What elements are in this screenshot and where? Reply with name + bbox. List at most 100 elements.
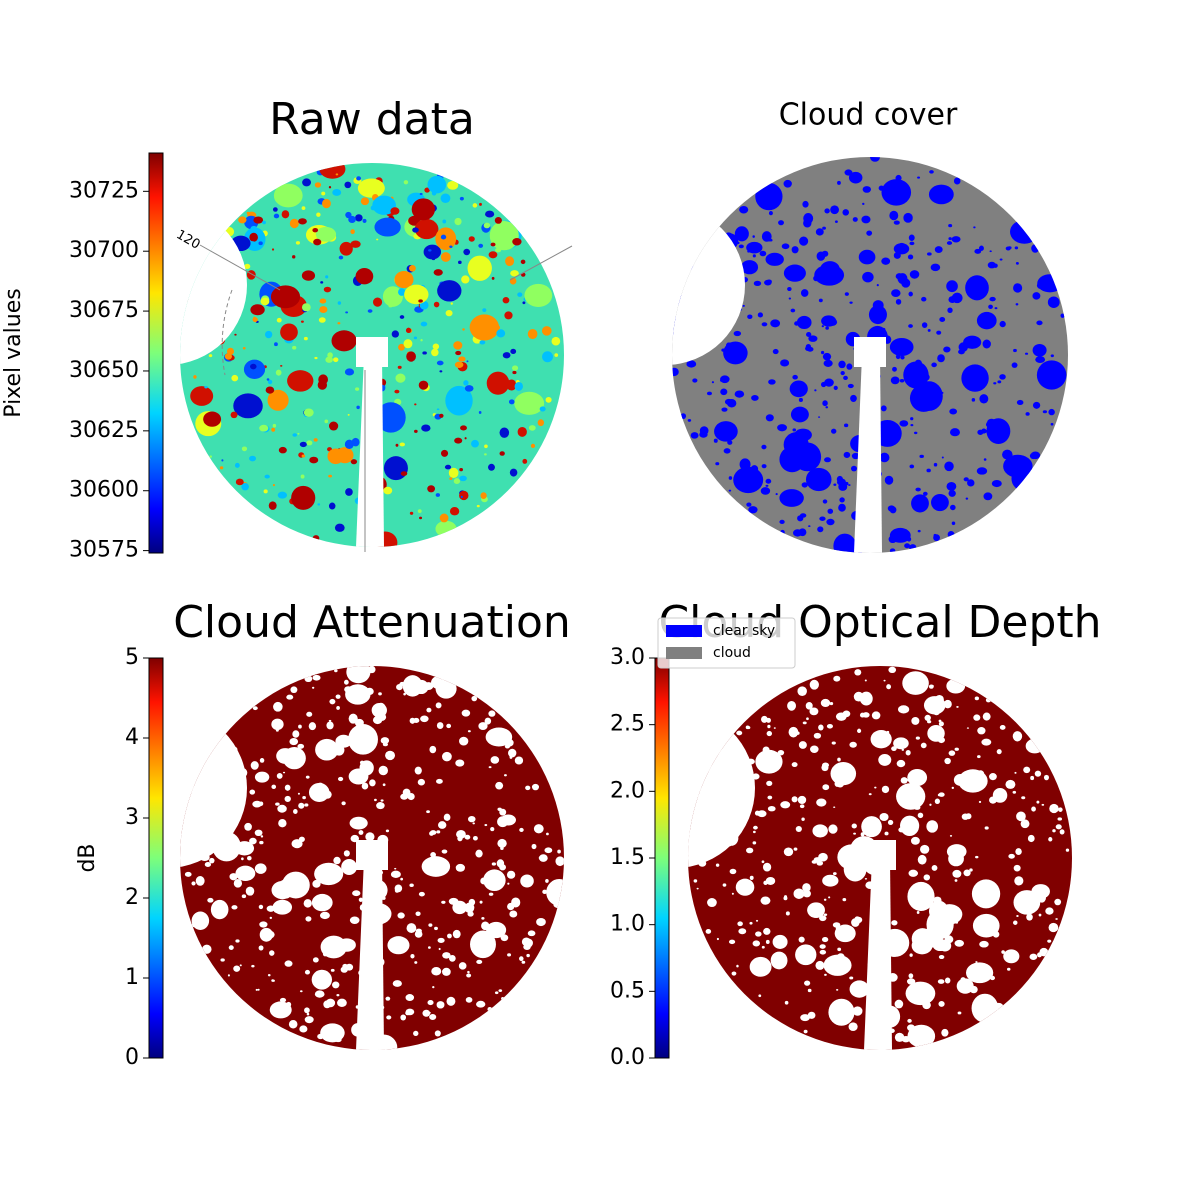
image-blob [913, 431, 918, 435]
image-blob [400, 1014, 407, 1021]
image-blob [507, 902, 515, 911]
image-blob [546, 879, 564, 906]
image-blob [767, 805, 776, 812]
image-blob [257, 988, 260, 991]
image-blob [273, 213, 280, 219]
image-blob [476, 1000, 486, 1008]
image-blob [465, 997, 473, 1003]
image-blob [803, 1029, 808, 1034]
image-blob [336, 746, 341, 750]
image-blob [383, 742, 389, 747]
image-blob [1060, 313, 1065, 318]
image-blob [524, 283, 553, 307]
image-blob [539, 406, 546, 412]
image-blob [890, 376, 900, 385]
image-blob [1055, 824, 1062, 830]
image-blob [798, 397, 803, 403]
image-blob [267, 379, 273, 385]
image-blob [938, 955, 945, 960]
image-blob [325, 356, 333, 363]
image-blob [991, 479, 1002, 488]
image-blob [491, 862, 497, 866]
image-blob [336, 705, 340, 710]
image-blob [339, 241, 353, 256]
image-blob [289, 218, 299, 229]
image-blob [1015, 848, 1022, 856]
image-blob [791, 796, 798, 803]
image-blob [1049, 926, 1057, 932]
image-blob [301, 454, 306, 458]
image-blob [825, 326, 829, 330]
image-blob [483, 222, 491, 229]
image-blob [519, 956, 524, 962]
image-blob [839, 497, 845, 503]
image-blob [522, 458, 528, 464]
image-blob [944, 757, 951, 765]
image-blob [269, 916, 273, 920]
image-blob [799, 804, 805, 809]
image-blob [260, 835, 264, 838]
image-blob [514, 756, 524, 765]
image-blob [1031, 244, 1040, 253]
image-blob [828, 998, 855, 1026]
image-blob [231, 905, 238, 910]
image-blob [1030, 775, 1035, 781]
image-blob [915, 487, 921, 492]
image-blob [893, 737, 909, 750]
image-blob [1014, 246, 1019, 250]
image-blob [522, 301, 526, 305]
image-blob [910, 836, 920, 845]
image-blob [1036, 360, 1067, 390]
image-blob [263, 489, 268, 494]
image-blob [828, 896, 831, 899]
image-blob [514, 381, 523, 391]
image-blob [731, 892, 734, 895]
image-blob [720, 388, 728, 396]
image-blob [1013, 283, 1023, 293]
image-blob [398, 343, 405, 351]
image-blob [241, 446, 248, 452]
image-blob [252, 706, 258, 711]
image-blob [328, 185, 332, 189]
image-blob [469, 314, 500, 341]
image-blob [889, 527, 911, 543]
image-blob [499, 808, 507, 816]
colorbar-tick-label: 2 [125, 885, 139, 910]
mask-center [356, 337, 388, 367]
image-blob [949, 408, 958, 415]
colorbar [148, 152, 164, 554]
image-blob [297, 792, 300, 795]
image-blob [301, 303, 311, 312]
image-blob [394, 299, 397, 302]
image-blob [881, 327, 886, 331]
image-blob [1038, 913, 1042, 917]
image-blob [472, 942, 479, 950]
image-blob [349, 816, 368, 830]
image-blob [735, 878, 755, 896]
colorbar-tick-label: 30700 [69, 238, 139, 263]
image-blob [312, 535, 320, 542]
image-blob [478, 930, 488, 939]
colorbar-tick-label: 1.0 [610, 912, 645, 937]
image-blob [415, 928, 422, 934]
image-blob [331, 981, 340, 989]
image-blob [325, 275, 329, 279]
image-blob [752, 841, 757, 845]
image-blob [439, 513, 449, 523]
image-blob [500, 814, 516, 826]
image-blob [757, 312, 764, 318]
image-blob [433, 301, 440, 308]
image-blob [846, 363, 853, 370]
image-blob [974, 696, 980, 701]
image-blob [749, 956, 772, 977]
image-blob [849, 980, 870, 998]
image-blob [191, 911, 210, 930]
image-blob [484, 717, 492, 725]
image-blob [915, 381, 943, 411]
image-blob [900, 355, 905, 360]
image-blob [488, 251, 498, 259]
image-blob [386, 1015, 392, 1020]
image-blob [1035, 356, 1046, 364]
image-blob [442, 751, 452, 762]
image-blob [352, 890, 361, 897]
